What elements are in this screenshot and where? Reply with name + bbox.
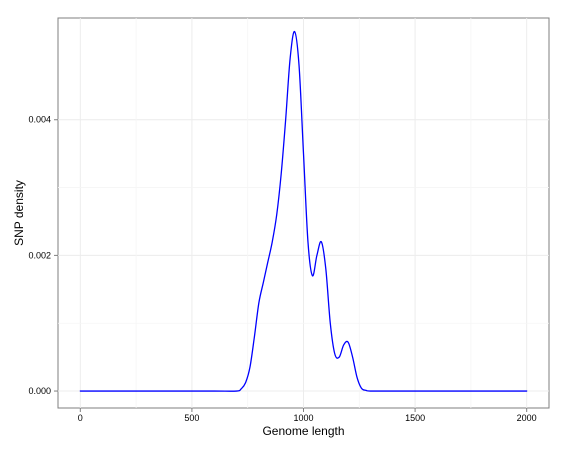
x-tick-label: 2000: [517, 413, 537, 423]
data-layer: [79, 30, 528, 392]
x-tick-label: 1500: [405, 413, 425, 423]
x-tick-label: 500: [184, 413, 199, 423]
x-tick-label: 0: [78, 413, 83, 423]
x-axis-label: Genome length: [262, 424, 344, 438]
y-tick-label: 0.000: [28, 386, 51, 396]
x-tick-label: 1000: [293, 413, 313, 423]
axes: 0 500 1000 1500 2000 0.000 0.002 0.004: [28, 115, 536, 423]
y-axis-label: SNP density: [12, 180, 26, 246]
y-tick-label: 0.004: [28, 115, 51, 125]
y-tick-label: 0.002: [28, 250, 51, 260]
density-line: [79, 30, 528, 392]
